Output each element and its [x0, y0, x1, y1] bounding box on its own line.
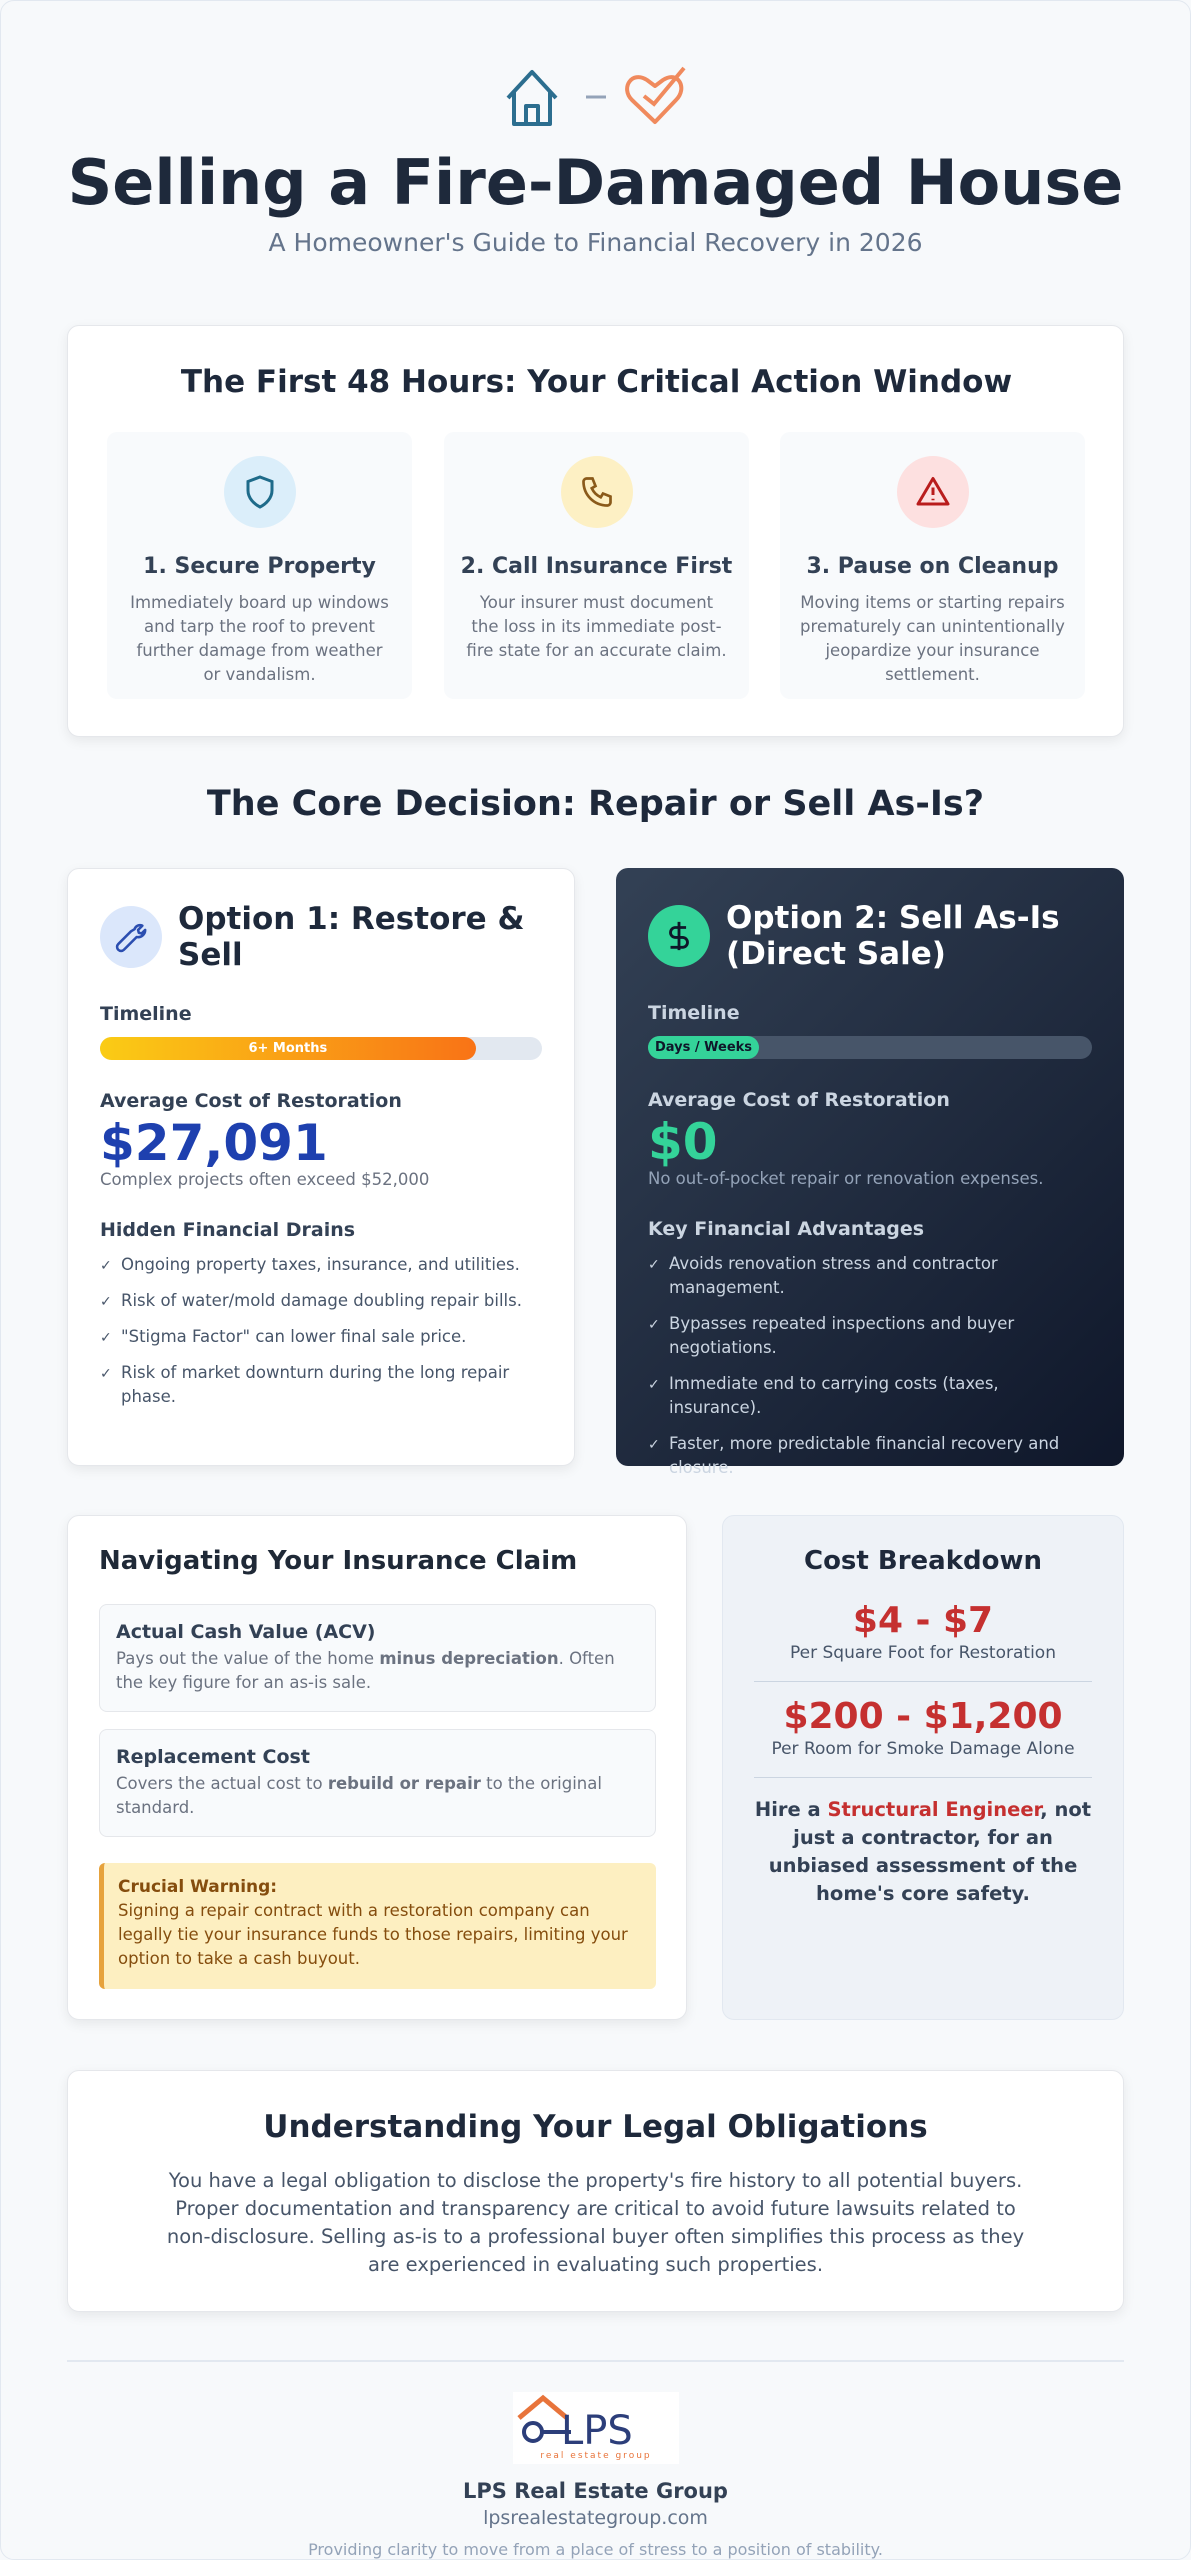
cost-breakdown-card: Cost Breakdown $4 - $7 Per Square Foot f…	[722, 1515, 1124, 2020]
option-card: Option 1: Restore & Sell Timeline 6+ Mon…	[67, 868, 575, 1466]
logo: LPS real estate group	[513, 2392, 679, 2464]
footer-name: LPS Real Estate Group	[463, 2479, 728, 2503]
list-title: Key Financial Advantages	[648, 1218, 925, 1240]
option-title: Option 2: Sell As-Is (Direct Sale)	[726, 900, 1060, 972]
text-bold: minus depreciation	[379, 1649, 559, 1668]
replacement-box: Replacement Cost Covers the actual cost …	[99, 1729, 656, 1837]
timeline-value: 6+ Months	[100, 1037, 476, 1060]
replacement-text: Covers the actual cost to rebuild or rep…	[116, 1772, 639, 1820]
step-text: Moving items or starting repairs prematu…	[800, 593, 1065, 684]
option-title: Option 1: Restore & Sell	[178, 901, 525, 973]
list-item: Bypasses repeated inspections and buyer …	[648, 1312, 1092, 1360]
header-icons	[506, 66, 686, 126]
replacement-title: Replacement Cost	[116, 1746, 310, 1768]
logo-text: LPS	[561, 2408, 633, 2454]
timeline-label: Timeline	[648, 1002, 740, 1024]
acv-text: Pays out the value of the home minus dep…	[116, 1647, 639, 1695]
option-icon	[648, 905, 710, 967]
acv-box: Actual Cash Value (ACV) Pays out the val…	[99, 1604, 656, 1712]
cost-note: No out-of-pocket repair or renovation ex…	[648, 1169, 1044, 1188]
timeline-bar: Days / Weeks	[648, 1036, 1092, 1059]
warning-box: Crucial Warning: Signing a repair contra…	[99, 1863, 656, 1989]
list-item: Immediate end to carrying costs (taxes, …	[648, 1372, 1092, 1420]
step-text: Your insurer must document the loss in i…	[466, 593, 727, 660]
step-text: Immediately board up windows and tarp th…	[130, 593, 389, 684]
text: , not just a contractor, for an unbiased…	[768, 1798, 1092, 1905]
text-bold: rebuild or repair	[327, 1774, 481, 1793]
divider	[754, 1681, 1092, 1682]
warning-text: Signing a repair contract with a restora…	[118, 1901, 628, 1968]
list-item: "Stigma Factor" can lower final sale pri…	[100, 1325, 542, 1350]
acv-title: Actual Cash Value (ACV)	[116, 1621, 376, 1643]
legal-text: You have a legal obligation to disclose …	[166, 2169, 1025, 2276]
text: Hire a	[754, 1798, 828, 1821]
cost-label: Average Cost of Restoration	[648, 1089, 950, 1111]
logo-tagline: real estate group	[540, 2451, 651, 2461]
list-item: Risk of market downturn during the long …	[100, 1361, 542, 1409]
insurance-title: Navigating Your Insurance Claim	[99, 1546, 578, 1576]
footer-tagline: Providing clarity to move from a place o…	[308, 2540, 883, 2559]
cost-range: $4 - $7	[852, 1600, 994, 1641]
title: Selling a Fire-Damaged House	[67, 146, 1124, 219]
cost-range-label: Per Room for Smoke Damage Alone	[771, 1739, 1075, 1759]
list-item: Avoids renovation stress and contractor …	[648, 1252, 1092, 1300]
cost-value: $27,091	[100, 1114, 328, 1172]
step-icon	[223, 456, 296, 528]
cost-note: Complex projects often exceed $52,000	[100, 1170, 430, 1189]
section-title: The First 48 Hours: Your Critical Action…	[180, 364, 1013, 400]
cost-label: Average Cost of Restoration	[100, 1090, 402, 1112]
cost-range: $200 - $1,200	[783, 1696, 1063, 1737]
list-title: Hidden Financial Drains	[100, 1219, 356, 1241]
list-item: Ongoing property taxes, insurance, and u…	[100, 1253, 542, 1278]
cost-value: $0	[648, 1113, 718, 1171]
first-48-card: The First 48 Hours: Your Critical Action…	[67, 325, 1124, 737]
text: to the original standard.	[116, 1774, 602, 1817]
list: Ongoing property taxes, insurance, and u…	[100, 1253, 542, 1409]
step-title: 1. Secure Property	[143, 554, 376, 579]
legal-card: Understanding Your Legal Obligations You…	[67, 2070, 1124, 2312]
engineer-note: Hire a Structural Engineer, not just a c…	[751, 1796, 1095, 1908]
option-icon	[100, 906, 162, 968]
subtitle: A Homeowner's Guide to Financial Recover…	[268, 228, 923, 257]
step: 3. Pause on Cleanup Moving items or star…	[780, 432, 1085, 699]
warning-title: Crucial Warning:	[118, 1877, 278, 1897]
footer-url: lpsrealestategroup.com	[483, 2507, 708, 2529]
list: Avoids renovation stress and contractor …	[648, 1252, 1092, 1480]
divider	[754, 1777, 1092, 1778]
text-highlight: Structural Engineer	[827, 1798, 1041, 1821]
step: 2. Call Insurance First Your insurer mus…	[444, 432, 749, 699]
legal-title: Understanding Your Legal Obligations	[263, 2109, 928, 2145]
timeline-value: Days / Weeks	[648, 1036, 759, 1059]
step-icon	[896, 456, 969, 528]
insurance-card: Navigating Your Insurance Claim Actual C…	[67, 1515, 687, 2020]
option-card: Option 2: Sell As-Is (Direct Sale) Timel…	[616, 868, 1124, 1477]
text: Covers the actual cost to	[116, 1774, 328, 1793]
cost-breakdown-title: Cost Breakdown	[803, 1546, 1042, 1576]
timeline-bar: 6+ Months	[100, 1037, 542, 1060]
footer-divider	[67, 2360, 1124, 2362]
step-title: 2. Call Insurance First	[460, 554, 733, 579]
section-title: The Core Decision: Repair or Sell As-Is?	[206, 784, 985, 824]
list-item: Risk of water/mold damage doubling repai…	[100, 1289, 542, 1314]
step: 1. Secure Property Immediately board up …	[107, 432, 412, 699]
step-title: 3. Pause on Cleanup	[806, 554, 1059, 579]
timeline-label: Timeline	[100, 1003, 192, 1025]
step-icon	[560, 456, 633, 528]
text: Pays out the value of the home	[116, 1649, 380, 1668]
text: . Often the key figure for an as-is sale…	[116, 1649, 615, 1692]
list-item: Faster, more predictable financial recov…	[648, 1432, 1092, 1480]
cost-range-label: Per Square Foot for Restoration	[790, 1643, 1056, 1663]
